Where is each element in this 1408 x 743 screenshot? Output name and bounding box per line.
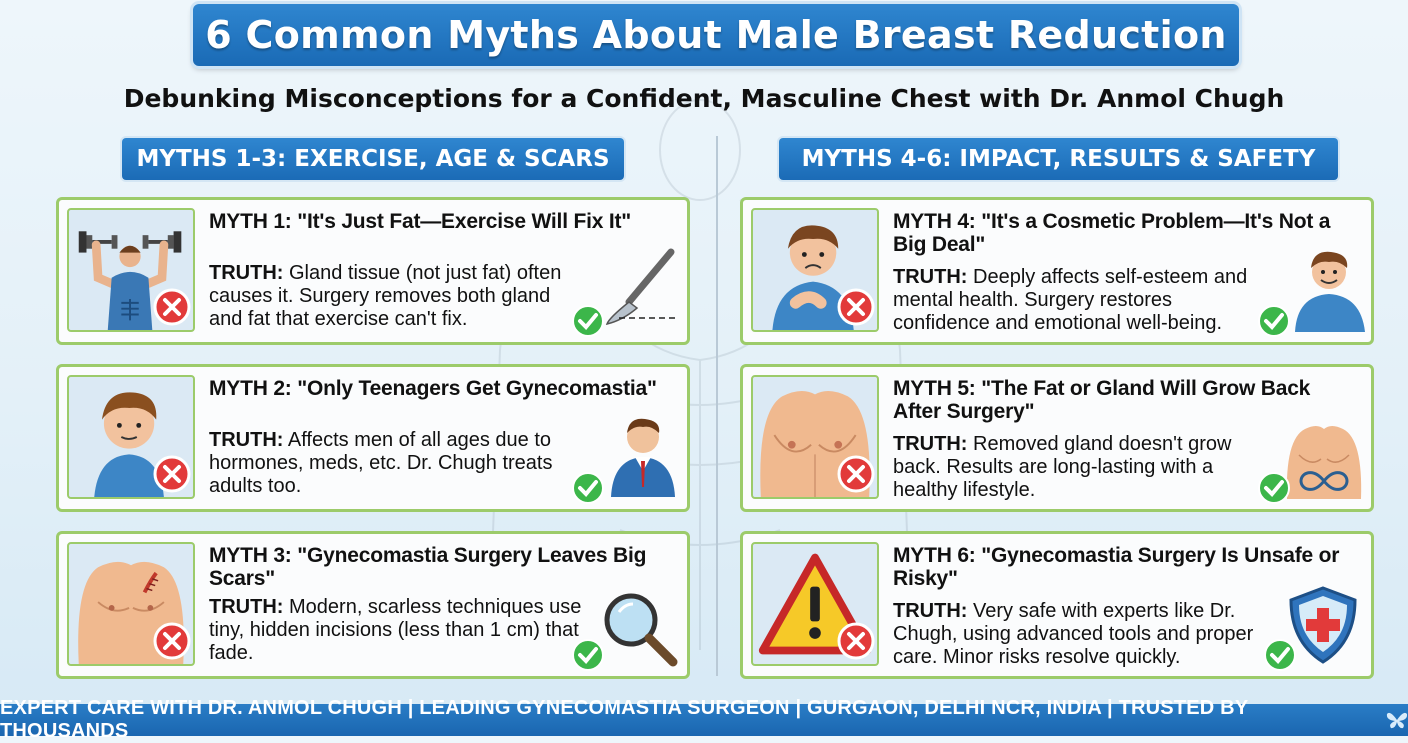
warning-icon xyxy=(751,542,879,666)
check-icon xyxy=(572,639,604,671)
myth-card-5: MYTH 5: "The Fat or Gland Will Grow Back… xyxy=(740,364,1374,512)
truth-body: Removed gland doesn't grow back. Results… xyxy=(893,433,1232,501)
truth-label: TRUTH: xyxy=(209,262,284,284)
myth-card-1: MYTH 1: "It's Just Fat—Exercise Will Fix… xyxy=(56,197,690,345)
truth-label: TRUTH: xyxy=(209,596,284,618)
truth-text: TRUTH: Modern, scarless techniques use t… xyxy=(209,596,589,665)
cross-icon xyxy=(837,622,875,660)
section-heading-right: MYTHS 4-6: IMPACT, RESULTS & SAFETY xyxy=(779,138,1338,180)
myth-card-6: MYTH 6: "Gynecomastia Surgery Is Unsafe … xyxy=(740,531,1374,679)
truth-body: Gland tissue (not just fat) often causes… xyxy=(209,262,562,330)
myth-card-4: MYTH 4: "It's a Cosmetic Problem—It's No… xyxy=(740,197,1374,345)
truth-label: TRUTH: xyxy=(893,266,968,288)
myth-heading: MYTH 2: "Only Teenagers Get Gynecomastia… xyxy=(209,377,657,400)
myth-heading: MYTH 5: "The Fat or Gland Will Grow Back… xyxy=(893,377,1311,423)
myth-card-2: MYTH 2: "Only Teenagers Get Gynecomastia… xyxy=(56,364,690,512)
truth-body: Affects men of all ages due to hormones,… xyxy=(209,429,553,497)
truth-text: TRUTH: Gland tissue (not just fat) often… xyxy=(209,262,589,331)
footer-banner: EXPERT CARE WITH DR. ANMOL CHUGH | LEADI… xyxy=(0,697,1408,742)
truth-body: Deeply affects self-esteem and mental he… xyxy=(893,266,1248,334)
myth-heading: MYTH 1: "It's Just Fat—Exercise Will Fix… xyxy=(209,210,632,233)
truth-text: TRUTH: Deeply affects self-esteem and me… xyxy=(893,266,1273,335)
truth-label: TRUTH: xyxy=(893,433,968,455)
title-banner: 6 Common Myths About Male Breast Reducti… xyxy=(193,4,1239,66)
truth-text: TRUTH: Very safe with experts like Dr. C… xyxy=(893,600,1273,669)
truth-body: Modern, scarless techniques use tiny, hi… xyxy=(209,596,582,664)
truth-body: Very safe with experts like Dr. Chugh, u… xyxy=(893,600,1254,668)
footer-text: EXPERT CARE WITH DR. ANMOL CHUGH | LEADI… xyxy=(0,697,1248,742)
check-icon xyxy=(1264,639,1296,671)
cross-icon xyxy=(837,455,875,493)
truth-label: TRUTH: xyxy=(209,429,284,451)
cross-icon xyxy=(153,622,191,660)
myth-card-3: MYTH 3: "Gynecomastia Surgery Leaves Big… xyxy=(56,531,690,679)
myth-heading: MYTH 6: "Gynecomastia Surgery Is Unsafe … xyxy=(893,544,1340,590)
check-icon xyxy=(1258,305,1290,337)
happy-man-icon xyxy=(1295,251,1365,332)
butterfly-icon xyxy=(1386,712,1408,729)
check-icon xyxy=(1258,472,1290,504)
cross-icon xyxy=(837,288,875,326)
check-icon xyxy=(572,305,604,337)
myth-heading: MYTH 4: "It's a Cosmetic Problem—It's No… xyxy=(893,210,1331,256)
businessman-icon xyxy=(611,418,675,497)
cross-icon xyxy=(153,288,191,326)
truth-label: TRUTH: xyxy=(893,600,968,622)
medical-shield-icon xyxy=(1289,586,1357,664)
scalpel-icon xyxy=(605,248,675,326)
page-title: 6 Common Myths About Male Breast Reducti… xyxy=(205,13,1227,57)
magnifier-icon xyxy=(604,593,678,667)
truth-text: TRUTH: Affects men of all ages due to ho… xyxy=(209,429,569,498)
infinity-torso-icon xyxy=(1286,426,1362,499)
truth-text: TRUTH: Removed gland doesn't grow back. … xyxy=(893,433,1253,502)
myth-heading: MYTH 3: "Gynecomastia Surgery Leaves Big… xyxy=(209,544,647,590)
section-heading-left: MYTHS 1-3: EXERCISE, AGE & SCARS xyxy=(122,138,624,180)
page-subtitle: Debunking Misconceptions for a Confident… xyxy=(123,84,1285,113)
check-icon xyxy=(572,472,604,504)
column-divider xyxy=(716,136,718,676)
cross-icon xyxy=(153,455,191,493)
